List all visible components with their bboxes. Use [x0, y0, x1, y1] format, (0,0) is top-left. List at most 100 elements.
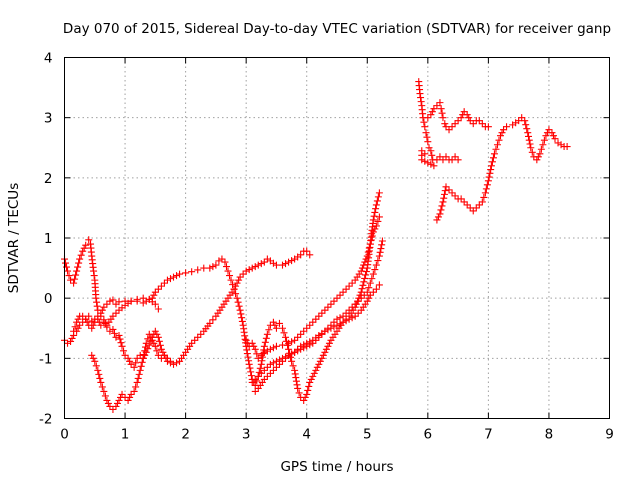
data-point-marker	[368, 232, 376, 240]
data-point-marker	[151, 288, 159, 296]
data-point-marker	[437, 105, 445, 113]
data-point-marker	[257, 360, 265, 368]
data-point-marker	[234, 298, 242, 306]
data-point-marker	[321, 348, 329, 356]
data-point-marker	[88, 317, 96, 325]
data-point-marker	[233, 279, 241, 287]
data-point-marker	[521, 117, 529, 125]
data-point-marker	[336, 291, 344, 299]
data-point-marker	[417, 98, 425, 106]
y-tick-label: 4	[44, 51, 53, 67]
data-point-marker	[279, 357, 286, 365]
data-point-marker	[321, 306, 329, 314]
data-point-marker	[73, 318, 81, 326]
data-point-marker	[96, 374, 104, 382]
data-point-marker	[488, 158, 496, 166]
data-point-marker	[148, 336, 156, 344]
data-point-marker	[288, 257, 296, 265]
data-point-marker	[438, 109, 446, 117]
data-point-marker	[285, 258, 293, 266]
data-point-marker	[557, 141, 565, 149]
data-point-marker	[176, 270, 184, 278]
data-point-marker	[266, 345, 274, 353]
data-point-marker	[253, 377, 261, 385]
data-point-marker	[256, 364, 264, 372]
data-point-marker	[272, 357, 280, 365]
data-point-marker	[282, 260, 290, 268]
data-point-marker	[348, 279, 356, 287]
data-point-marker	[144, 335, 152, 343]
data-point-marker	[275, 319, 283, 327]
data-point-marker	[333, 321, 341, 329]
data-point-marker	[254, 261, 262, 269]
data-point-marker	[75, 259, 83, 267]
data-point-marker	[493, 141, 501, 149]
data-point-marker	[80, 244, 88, 252]
data-point-marker	[357, 294, 365, 302]
data-point-marker	[327, 324, 335, 332]
data-point-marker	[257, 369, 265, 377]
data-point-marker	[280, 329, 288, 337]
series-sat-d	[70, 294, 162, 335]
y-axis-label: SDTVAR / TECUs	[6, 183, 22, 293]
data-point-marker	[89, 321, 97, 329]
data-point-marker	[438, 202, 446, 210]
data-point-marker	[110, 329, 118, 337]
data-point-marker	[160, 351, 168, 359]
data-point-marker	[154, 333, 162, 341]
data-point-marker	[375, 252, 383, 260]
axis-tick-labels: 0 1 2 3 4 5 6 7 8 9 -2 -1 0 1 2 3 4	[39, 51, 614, 443]
data-point-marker	[67, 337, 75, 345]
data-point-marker	[160, 279, 168, 287]
data-point-marker	[522, 121, 530, 129]
data-point-marker	[303, 390, 311, 398]
data-point-marker	[345, 306, 353, 314]
data-point-marker	[247, 368, 255, 376]
data-point-marker	[360, 291, 368, 299]
data-point-marker	[463, 201, 471, 209]
data-point-marker	[454, 117, 462, 125]
data-point-marker	[151, 327, 159, 335]
data-point-marker	[139, 294, 147, 302]
data-point-marker	[259, 353, 267, 361]
data-point-marker	[173, 272, 181, 280]
data-point-marker	[97, 312, 105, 320]
data-point-marker	[245, 360, 253, 368]
data-point-marker	[285, 345, 293, 353]
data-point-marker	[90, 272, 98, 280]
x-tick-label: 6	[424, 427, 433, 443]
data-point-marker	[197, 330, 205, 338]
data-point-marker	[226, 272, 234, 280]
x-tick-label: 8	[545, 427, 554, 443]
data-point-marker	[279, 324, 286, 332]
data-point-marker	[441, 120, 449, 128]
x-tick-label: 3	[242, 427, 251, 443]
data-point-marker	[305, 382, 313, 390]
data-point-marker	[330, 297, 338, 305]
data-point-marker	[94, 315, 102, 323]
data-point-marker	[266, 369, 274, 377]
data-point-marker	[357, 267, 365, 275]
data-point-marker	[372, 285, 380, 293]
data-point-marker	[478, 120, 486, 128]
data-point-marker	[116, 335, 124, 343]
data-point-marker	[427, 111, 435, 119]
data-point-marker	[361, 274, 369, 282]
data-point-marker	[191, 336, 199, 344]
data-point-marker	[154, 351, 162, 359]
data-point-marker	[436, 210, 444, 218]
data-point-marker	[263, 363, 271, 371]
data-point-marker	[272, 261, 280, 269]
data-point-marker	[126, 357, 134, 365]
data-point-marker	[309, 318, 317, 326]
data-point-marker	[442, 123, 450, 131]
data-point-marker	[238, 314, 246, 322]
data-point-marker	[135, 370, 143, 378]
data-point-marker	[418, 147, 426, 155]
data-point-marker	[232, 290, 240, 298]
data-point-marker	[288, 357, 296, 365]
data-point-marker	[354, 309, 362, 317]
data-point-marker	[115, 298, 123, 306]
data-point-marker	[483, 181, 491, 189]
data-point-marker	[469, 207, 477, 215]
